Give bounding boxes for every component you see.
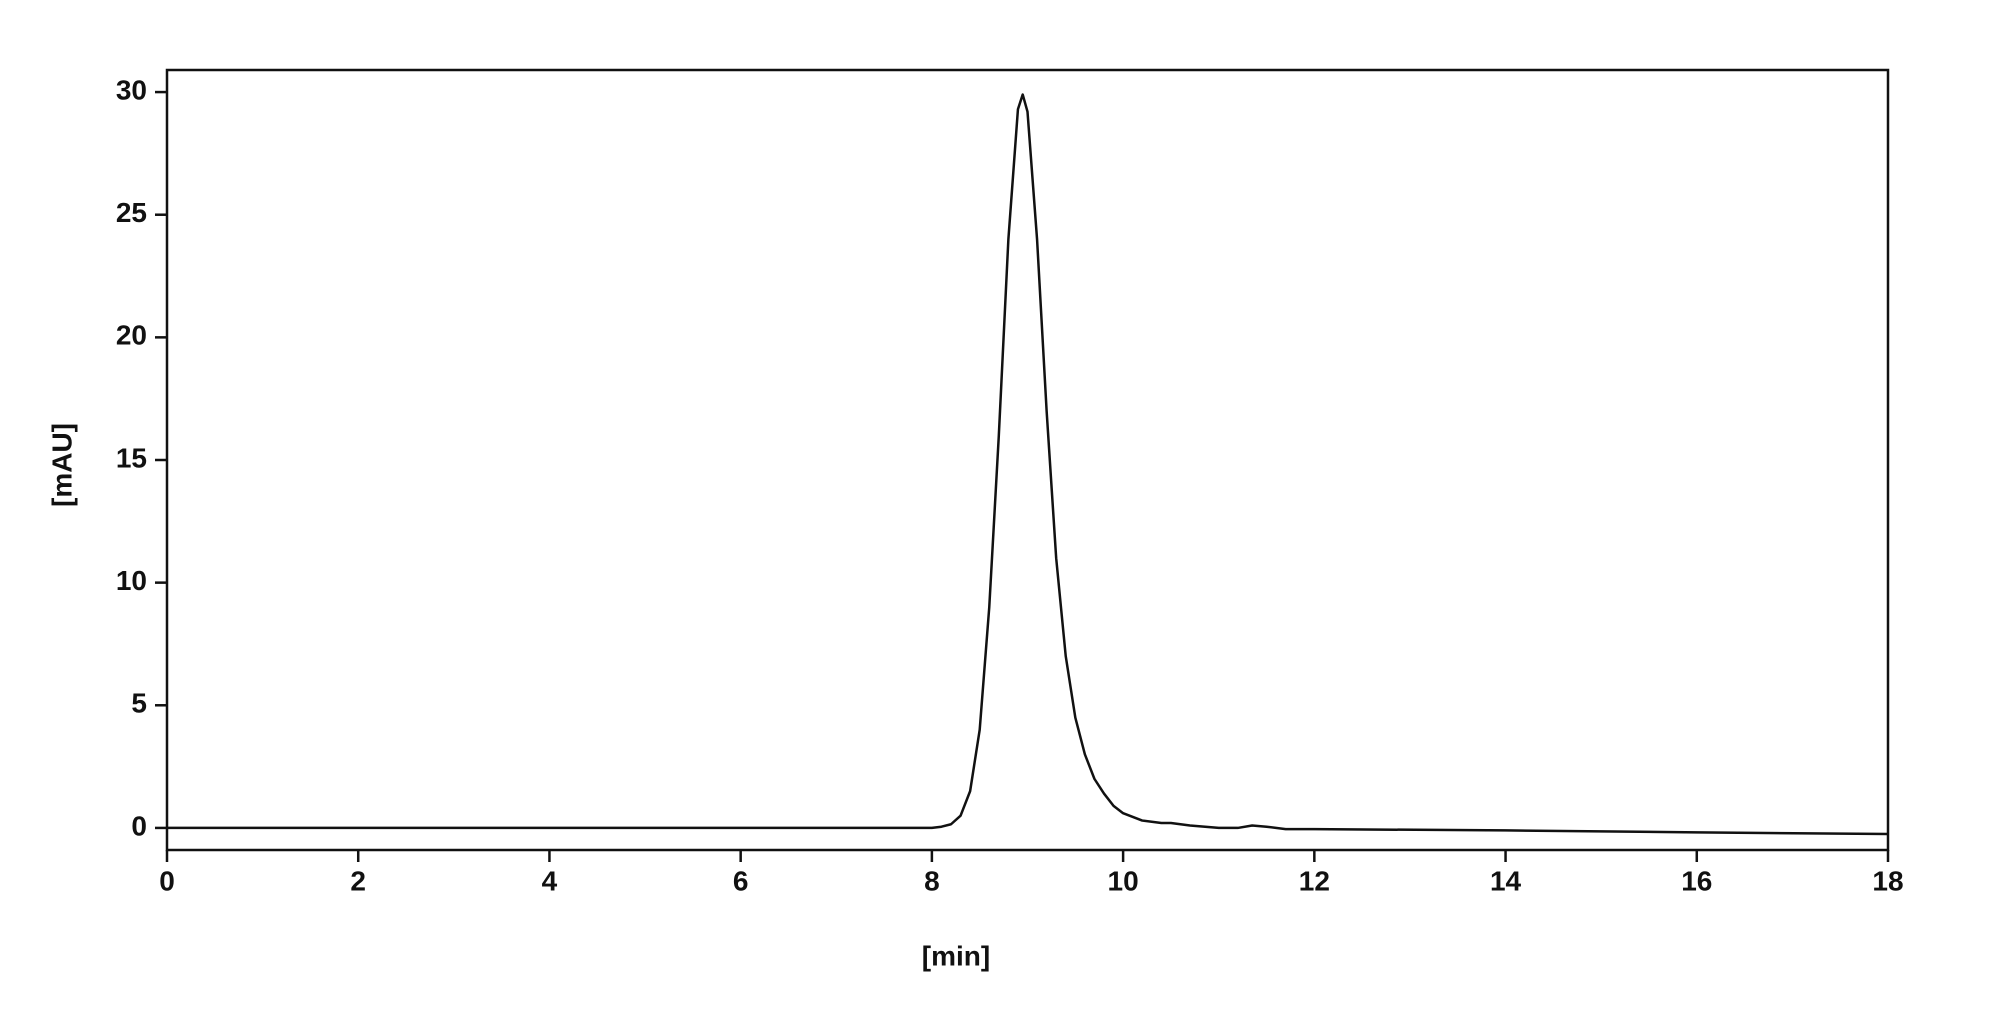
y-tick-label: 30 <box>116 74 147 105</box>
x-tick-label: 8 <box>924 865 940 896</box>
x-tick-label: 0 <box>159 865 175 896</box>
y-axis-label: [mAU] <box>46 423 77 507</box>
plot-frame <box>165 68 1890 852</box>
x-tick-label: 18 <box>1872 865 1903 896</box>
y-tick-label: 10 <box>116 565 147 596</box>
y-tick-label: 5 <box>131 688 147 719</box>
x-tick-label: 10 <box>1108 865 1139 896</box>
y-tick-label: 25 <box>116 197 147 228</box>
line-series <box>167 93 1889 836</box>
x-tick-label: 6 <box>733 865 749 896</box>
x-tick-label: 2 <box>350 865 366 896</box>
x-tick-label: 14 <box>1490 865 1522 896</box>
y-tick-label: 0 <box>131 810 147 841</box>
x-tick-label: 4 <box>542 865 558 896</box>
x-tick-label: 16 <box>1681 865 1712 896</box>
y-tick-label: 20 <box>116 320 147 351</box>
y-tick-label: 15 <box>116 442 147 473</box>
x-axis-label: [min] <box>922 940 990 971</box>
x-tick-label: 12 <box>1299 865 1330 896</box>
